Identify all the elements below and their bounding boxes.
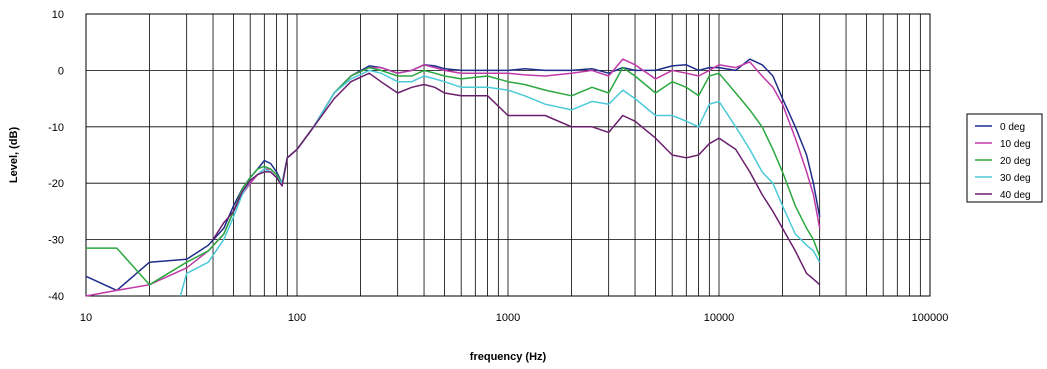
legend-box <box>966 113 1043 203</box>
y-tick-label: 10 <box>52 9 64 21</box>
series-line-20-deg <box>86 66 821 286</box>
x-tick-label: 100 <box>288 312 306 324</box>
y-tick-label: -10 <box>48 122 64 134</box>
legend-label: 40 deg <box>1000 190 1031 201</box>
x-tick-label: 100000 <box>912 312 949 324</box>
legend-label: 30 deg <box>1000 173 1031 184</box>
x-tick-label: 10 <box>80 312 92 324</box>
legend-label: 0 deg <box>1000 122 1025 133</box>
legend: 0 deg 10 deg 20 deg 30 deg 40 deg <box>966 113 1043 203</box>
series-line-40-deg <box>212 72 821 286</box>
legend-label: 20 deg <box>1000 156 1031 167</box>
series-lines <box>85 58 821 297</box>
series-line-10-deg <box>85 58 821 297</box>
y-tick-label: -30 <box>48 235 64 247</box>
x-axis-title: frequency (Hz) <box>470 351 547 363</box>
y-tick-label: -40 <box>48 291 64 303</box>
x-tick-label: 1000 <box>496 312 520 324</box>
series-line-30-deg <box>179 69 821 297</box>
y-tick-label: -20 <box>48 178 64 190</box>
x-tick-label: 10000 <box>704 312 735 324</box>
y-axis-title: Level, (dB) <box>8 127 20 184</box>
y-tick-label: 0 <box>58 65 64 77</box>
legend-label: 10 deg <box>1000 139 1031 150</box>
